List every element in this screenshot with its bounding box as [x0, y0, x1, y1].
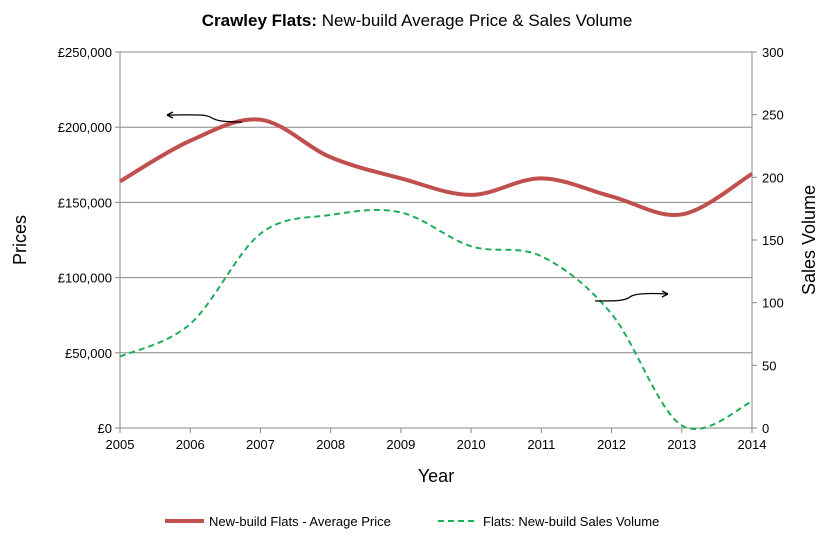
y-tick-label: £50,000 [65, 346, 112, 361]
x-tick-label: 2012 [597, 437, 626, 452]
x-axis-label: Year [418, 466, 454, 486]
y2-tick-label: 150 [762, 233, 784, 248]
y2-tick-label: 200 [762, 170, 784, 185]
arrow-head [661, 290, 669, 298]
y-tick-label: £150,000 [58, 195, 112, 210]
series-line-2 [119, 208, 753, 431]
y2-tick-label: 100 [762, 296, 784, 311]
x-tick-label: 2010 [457, 437, 486, 452]
y2-axis-label: Sales Volume [799, 185, 819, 295]
arrow-head [166, 111, 174, 119]
legend: New-build Flats - Average Price Flats: Ne… [165, 514, 659, 529]
series-line-1 [118, 117, 754, 217]
y-tick-label: £100,000 [58, 271, 112, 286]
y-tick-label: £200,000 [58, 120, 112, 135]
series [118, 117, 754, 431]
legend-label-price: New-build Flats - Average Price [209, 514, 391, 529]
y2-tick-label: 0 [762, 421, 769, 436]
x-tick-label: 2014 [738, 437, 767, 452]
annotations [166, 111, 669, 302]
axes: £0 £50,000 £100,000 £150,000 £200,000 £250,00… [58, 45, 784, 452]
y-tick-label: £250,000 [58, 45, 112, 60]
x-tick-label: 2005 [106, 437, 135, 452]
x-tick-label: 2008 [316, 437, 345, 452]
x-tick-label: 2009 [386, 437, 415, 452]
y-axis-label: Prices [10, 215, 30, 265]
x-tick-label: 2007 [246, 437, 275, 452]
arrow-to-left-axis [166, 114, 243, 123]
y2-tick-label: 250 [762, 108, 784, 123]
legend-label-volume: Flats: New-build Sales Volume [483, 514, 659, 529]
x-tick-label: 2011 [527, 437, 555, 452]
gridlines [120, 51, 752, 354]
x-tick-label: 2013 [667, 437, 696, 452]
y2-tick-label: 300 [762, 45, 784, 60]
y2-tick-label: 50 [762, 358, 776, 373]
x-tick-label: 2006 [176, 437, 205, 452]
y-tick-label: £0 [98, 421, 112, 436]
arrow-to-right-axis [594, 292, 669, 302]
chart-title: Crawley Flats: New-build Average Price &… [202, 11, 633, 30]
